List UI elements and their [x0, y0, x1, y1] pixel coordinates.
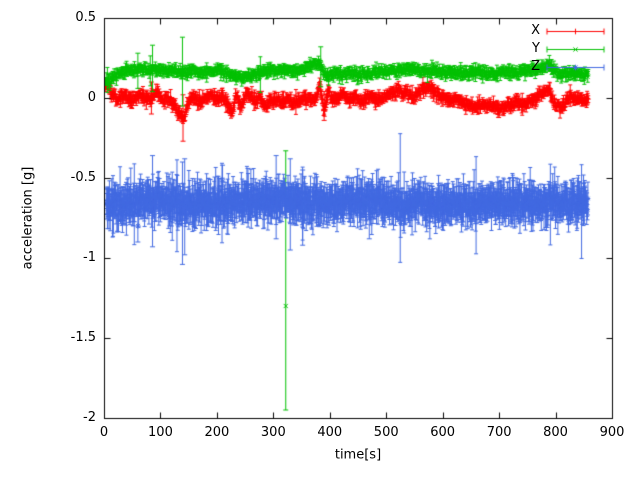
x-tick-label: 500 [373, 425, 399, 440]
x-tick-label: 300 [260, 425, 286, 440]
y-tick-label: -2 [83, 410, 96, 425]
x-axis-title: time[s] [334, 447, 382, 463]
x-tick-label: 0 [99, 425, 109, 440]
x-tick-label: 200 [204, 425, 230, 440]
legend-label-z: Z [531, 59, 540, 74]
x-tick-label: 600 [430, 425, 456, 440]
y-axis-title: acceleration [g] [20, 166, 36, 270]
x-tick-label: 800 [543, 425, 568, 440]
y-tick-label: 0 [87, 90, 96, 105]
y-tick-label: 0.5 [75, 10, 96, 25]
y-tick-label: -1.5 [70, 330, 96, 345]
x-tick-label: 900 [599, 425, 625, 440]
x-tick-label: 100 [148, 425, 173, 440]
y-tick-label: -0.5 [70, 170, 96, 185]
x-tick-label: 700 [486, 425, 512, 440]
y-tick-label: -1 [83, 250, 96, 265]
legend-label-y: Y [532, 41, 540, 56]
legend-label-x: X [531, 23, 540, 38]
x-tick-label: 400 [317, 425, 343, 440]
